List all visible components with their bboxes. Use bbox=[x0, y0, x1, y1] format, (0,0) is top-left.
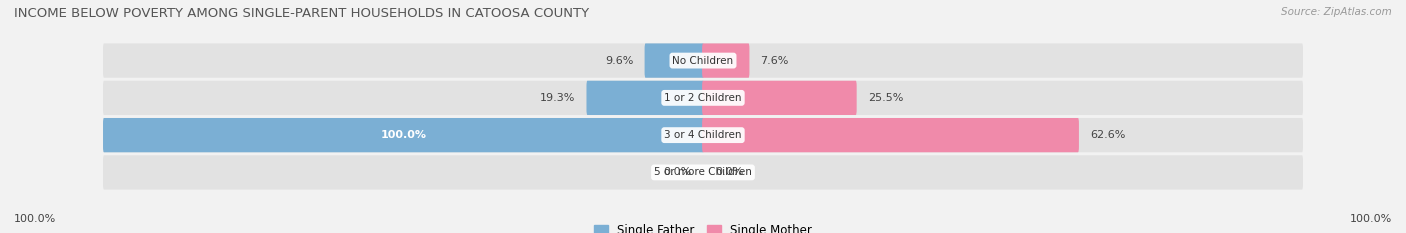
Text: 7.6%: 7.6% bbox=[761, 56, 789, 65]
Text: 100.0%: 100.0% bbox=[1350, 214, 1392, 224]
Text: 19.3%: 19.3% bbox=[540, 93, 575, 103]
FancyBboxPatch shape bbox=[103, 155, 704, 190]
FancyBboxPatch shape bbox=[103, 118, 704, 152]
Text: 0.0%: 0.0% bbox=[716, 168, 744, 177]
Text: INCOME BELOW POVERTY AMONG SINGLE-PARENT HOUSEHOLDS IN CATOOSA COUNTY: INCOME BELOW POVERTY AMONG SINGLE-PARENT… bbox=[14, 7, 589, 20]
Text: 5 or more Children: 5 or more Children bbox=[654, 168, 752, 177]
Legend: Single Father, Single Mother: Single Father, Single Mother bbox=[589, 219, 817, 233]
Text: 9.6%: 9.6% bbox=[605, 56, 634, 65]
Text: No Children: No Children bbox=[672, 56, 734, 65]
Text: 0.0%: 0.0% bbox=[662, 168, 690, 177]
FancyBboxPatch shape bbox=[702, 118, 1078, 152]
Text: 3 or 4 Children: 3 or 4 Children bbox=[664, 130, 742, 140]
FancyBboxPatch shape bbox=[103, 43, 704, 78]
Text: 100.0%: 100.0% bbox=[14, 214, 56, 224]
Text: 100.0%: 100.0% bbox=[381, 130, 426, 140]
Text: 62.6%: 62.6% bbox=[1090, 130, 1125, 140]
Text: Source: ZipAtlas.com: Source: ZipAtlas.com bbox=[1281, 7, 1392, 17]
Text: 25.5%: 25.5% bbox=[868, 93, 903, 103]
FancyBboxPatch shape bbox=[702, 43, 749, 78]
FancyBboxPatch shape bbox=[702, 118, 1303, 152]
FancyBboxPatch shape bbox=[103, 118, 704, 152]
FancyBboxPatch shape bbox=[644, 43, 704, 78]
FancyBboxPatch shape bbox=[702, 43, 1303, 78]
FancyBboxPatch shape bbox=[702, 81, 856, 115]
FancyBboxPatch shape bbox=[103, 81, 704, 115]
FancyBboxPatch shape bbox=[702, 155, 1303, 190]
Text: 1 or 2 Children: 1 or 2 Children bbox=[664, 93, 742, 103]
FancyBboxPatch shape bbox=[586, 81, 704, 115]
FancyBboxPatch shape bbox=[702, 81, 1303, 115]
